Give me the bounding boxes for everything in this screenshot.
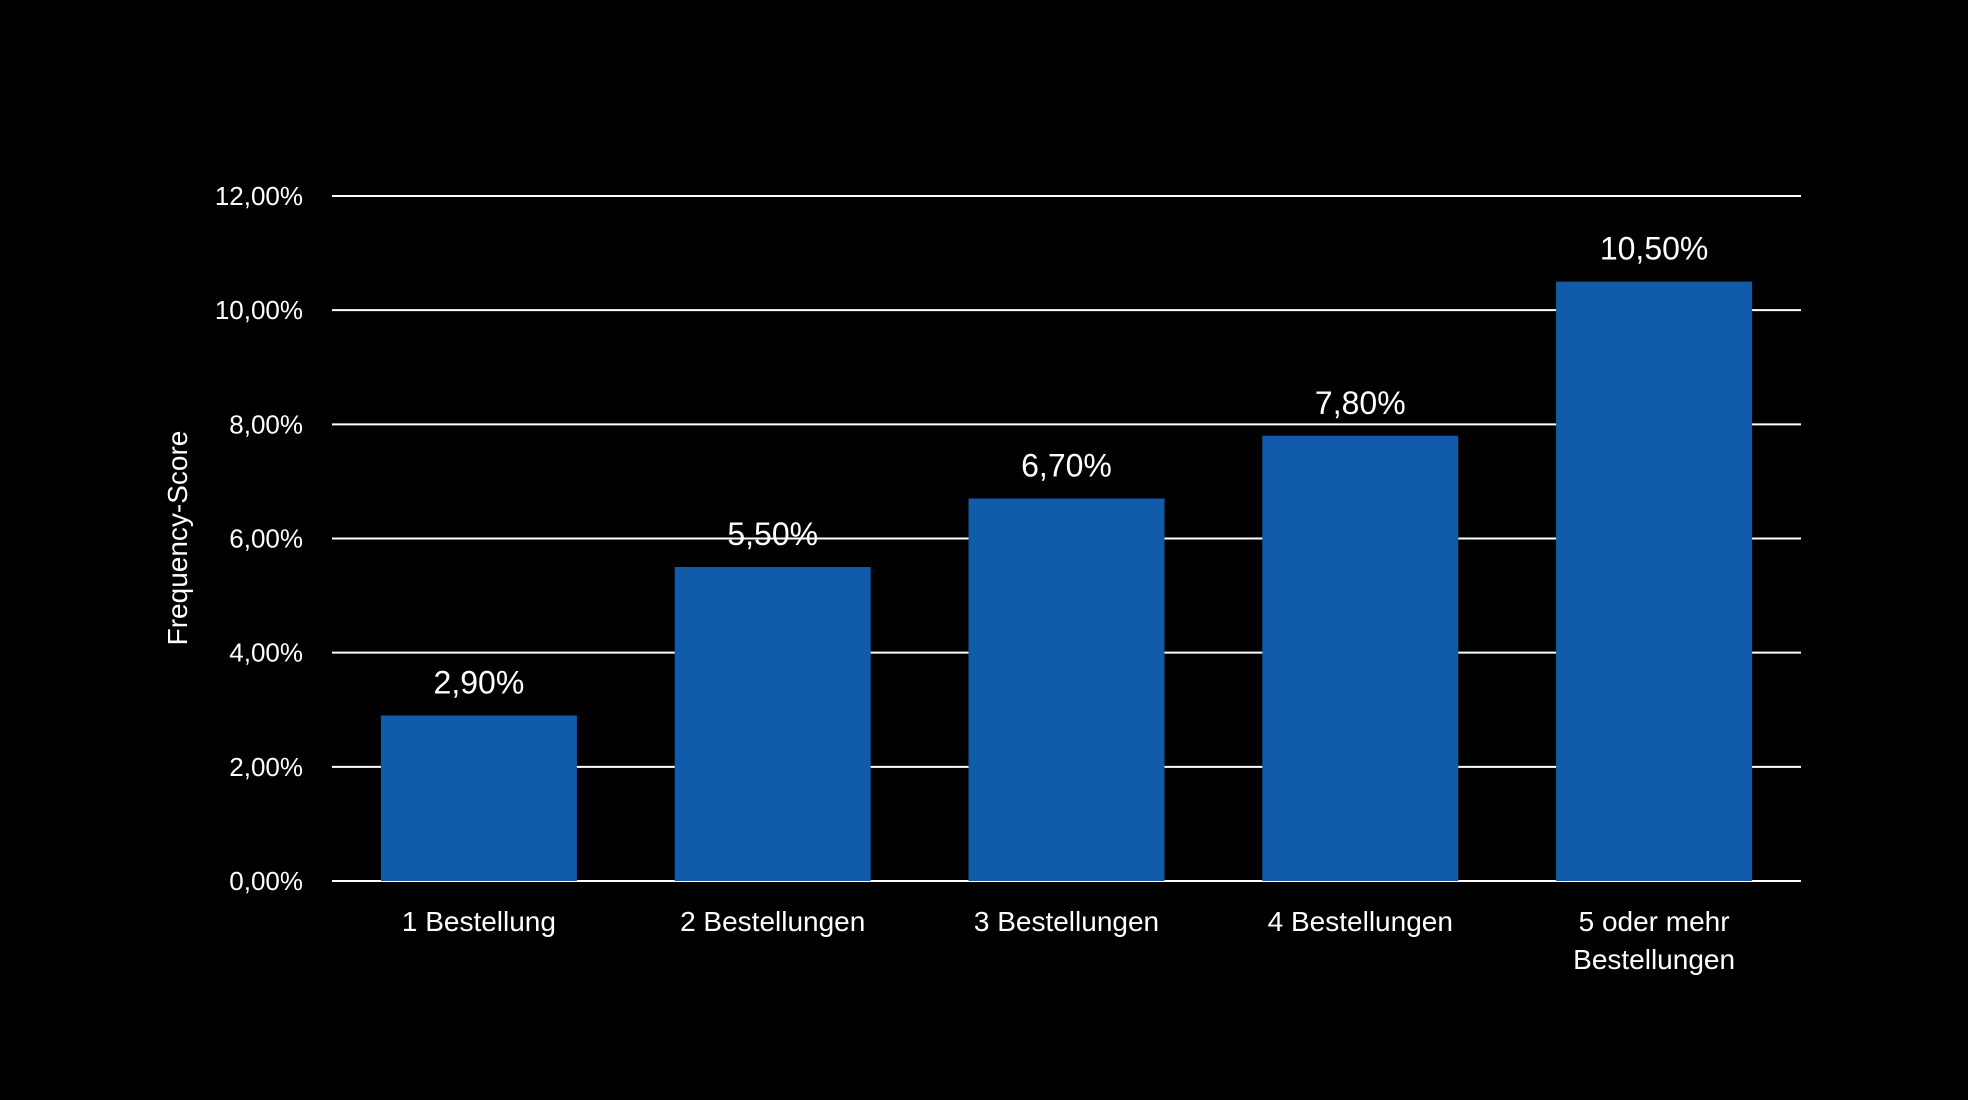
y-tick-label: 2,00%: [229, 752, 303, 782]
bars: [380, 281, 1753, 881]
y-axis-title: Frequency-Score: [162, 431, 193, 646]
y-axis-tick-labels: 0,00% 2,00% 4,00% 6,00% 8,00% 10,00% 12,00%: [215, 181, 303, 896]
bar-data-label: 2,90%: [434, 664, 525, 700]
y-tick-label: 8,00%: [229, 409, 303, 439]
y-tick-label: 10,00%: [215, 295, 303, 325]
x-category-label: 5 oder mehr Bestellungen: [1573, 906, 1735, 975]
x-category-label: 2 Bestellungen: [680, 906, 865, 937]
bar: [1556, 281, 1753, 881]
bar-data-label: 5,50%: [727, 516, 818, 552]
x-category-label: 3 Bestellungen: [974, 906, 1159, 937]
bar: [380, 715, 577, 881]
bar-data-label: 10,50%: [1600, 231, 1709, 267]
x-axis-category-labels: 1 Bestellung 2 Bestellungen 3 Bestellungen…: [402, 906, 1735, 975]
x-category-label: 4 Bestellungen: [1268, 906, 1453, 937]
y-tick-label: 6,00%: [229, 524, 303, 554]
bar-data-label: 7,80%: [1315, 385, 1406, 421]
y-tick-label: 12,00%: [215, 181, 303, 211]
y-tick-label: 0,00%: [229, 866, 303, 896]
y-tick-label: 4,00%: [229, 638, 303, 668]
bar: [674, 567, 871, 881]
bar-data-label: 6,70%: [1021, 448, 1112, 484]
bar: [1262, 435, 1459, 881]
bar: [968, 498, 1165, 881]
x-category-label: 1 Bestellung: [402, 906, 556, 937]
data-labels: 2,90% 5,50% 6,70% 7,80% 10,50%: [434, 231, 1709, 701]
